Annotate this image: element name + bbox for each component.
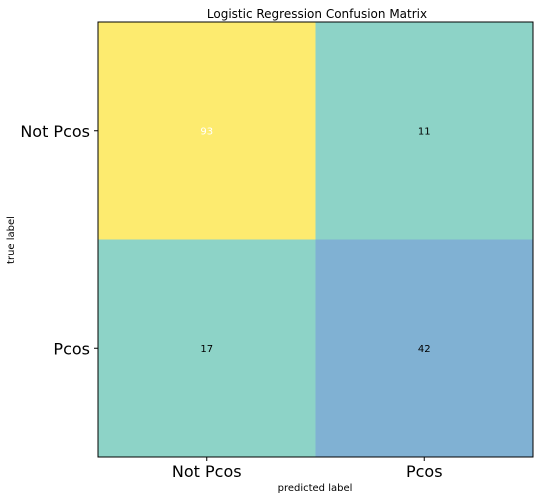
y-tick-label-1: Pcos xyxy=(53,339,90,358)
cell-value-r0-c1: 11 xyxy=(418,126,431,137)
x-tick-label-0: Not Pcos xyxy=(172,462,242,481)
matrix-cell-labels: 93 11 17 42 xyxy=(200,126,430,355)
cell-value-r1-c0: 17 xyxy=(200,344,213,355)
cell-value-r1-c1: 42 xyxy=(418,344,431,355)
matrix-cell-r0-c0 xyxy=(98,22,316,240)
plot-frame xyxy=(97,21,534,458)
x-tick-label-1: Pcos xyxy=(406,462,443,481)
cell-value-r0-c0: 93 xyxy=(200,126,213,137)
chart-title: Logistic Regression Confusion Matrix xyxy=(207,7,427,21)
y-axis-ticks: Not Pcos Pcos xyxy=(20,122,98,358)
matrix-cell-r0-c1 xyxy=(315,22,533,240)
y-axis-label: true label xyxy=(6,216,17,264)
y-tick-label-0: Not Pcos xyxy=(20,122,90,141)
matrix-cell-r1-c0 xyxy=(98,239,316,457)
matrix-cells xyxy=(98,22,533,457)
matrix-cell-r1-c1 xyxy=(315,239,533,457)
x-axis-ticks: Not Pcos Pcos xyxy=(172,457,443,481)
x-axis-label: predicted label xyxy=(278,483,353,494)
